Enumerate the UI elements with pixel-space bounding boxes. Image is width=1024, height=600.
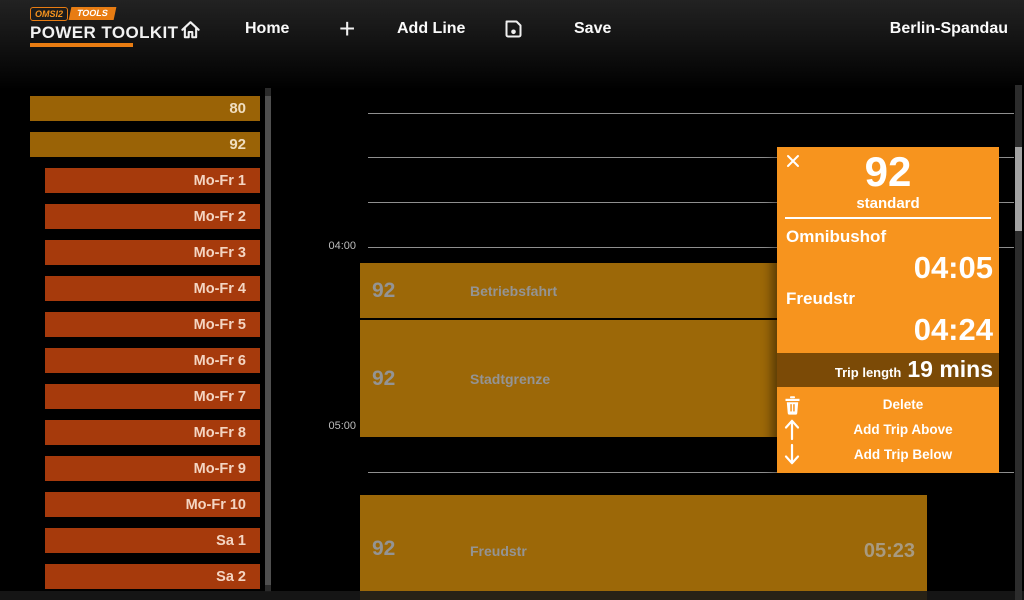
trip-destination: Freudstr	[470, 543, 527, 559]
delete-trip-button[interactable]: Delete	[777, 392, 999, 417]
home-button[interactable]: Home	[245, 20, 290, 37]
sidebar-route-92[interactable]: 92	[30, 132, 260, 157]
trip-line-number: 92	[372, 537, 396, 560]
trip-destination: Stadtgrenze	[470, 370, 551, 387]
popup-divider	[785, 217, 991, 219]
save-icon[interactable]	[502, 0, 524, 58]
sidebar-scrollbar-thumb[interactable]	[265, 96, 271, 585]
gridline	[368, 157, 1014, 158]
save-button[interactable]: Save	[574, 20, 612, 37]
sidebar-tour-sa-1[interactable]: Sa 1	[45, 528, 260, 553]
trip-departure-time: 05:23	[863, 540, 915, 562]
logo-underline	[30, 43, 133, 47]
sidebar-tour-mo-fr-4[interactable]: Mo-Fr 4	[45, 276, 260, 301]
destination-stop-name: Freudstr	[786, 289, 855, 308]
map-name: Berlin-Spandau	[889, 20, 1008, 37]
app-logo: OMSI2 TOOLS POWER TOOLKIT	[30, 6, 178, 47]
origin-stop-name: Omnibushof	[786, 227, 887, 246]
tools-badge: TOOLS	[68, 7, 117, 20]
omsi-badge: OMSI2	[30, 6, 69, 21]
sidebar-tour-mo-fr-9[interactable]: Mo-Fr 9	[45, 456, 260, 481]
add-trip-below-button[interactable]: Add Trip Below	[777, 442, 999, 467]
sidebar-tour-mo-fr-1[interactable]: Mo-Fr 1	[45, 168, 260, 193]
trip-line-number: 92	[372, 366, 396, 390]
trip-freudstr[interactable]: 92 Freudstr 05:23	[360, 495, 927, 600]
window-scrollbar-thumb[interactable]	[1015, 147, 1022, 231]
popup-line-number: 92	[864, 148, 912, 195]
trip-length-band: Trip length 19 mins	[777, 353, 999, 387]
trash-icon	[777, 395, 807, 415]
gridline	[368, 113, 1014, 114]
sidebar-tour-mo-fr-5[interactable]: Mo-Fr 5	[45, 312, 260, 337]
add-trip-above-button[interactable]: Add Trip Above	[777, 417, 999, 442]
trip-length-label: Trip length	[834, 365, 902, 380]
add-trip-below-label: Add Trip Below	[853, 447, 953, 462]
trip-detail-popup: 92 standard Omnibushof 04:05 Freudstr 04…	[777, 147, 999, 473]
delete-trip-label: Delete	[882, 397, 924, 412]
hour-label-0400: 04:00	[328, 240, 356, 252]
sidebar-tour-mo-fr-2[interactable]: Mo-Fr 2	[45, 204, 260, 229]
plus-icon[interactable]: +	[339, 13, 356, 44]
gridline	[368, 247, 1014, 248]
add-trip-above-label: Add Trip Above	[853, 422, 953, 437]
arrow-up-icon	[777, 418, 807, 441]
window-scrollbar-track[interactable]	[1015, 85, 1022, 600]
bottom-edge-strip	[0, 591, 1024, 600]
sidebar-tour-mo-fr-10[interactable]: Mo-Fr 10	[45, 492, 260, 517]
close-icon[interactable]	[785, 153, 803, 171]
origin-departure-time[interactable]: 04:05	[913, 250, 993, 285]
sidebar-tour-mo-fr-7[interactable]: Mo-Fr 7	[45, 384, 260, 409]
arrow-down-icon	[777, 443, 807, 466]
popup-actions: Delete Add Trip Above Add Trip Below	[777, 392, 999, 467]
sidebar-tour-mo-fr-6[interactable]: Mo-Fr 6	[45, 348, 260, 373]
hour-label-0500: 05:00	[328, 420, 356, 432]
home-icon[interactable]	[179, 0, 202, 58]
trip-line-number: 92	[372, 278, 396, 302]
gridline	[368, 472, 1014, 473]
sidebar-tour-sa-2[interactable]: Sa 2	[45, 564, 260, 589]
add-line-button[interactable]: Add Line	[397, 20, 466, 37]
sidebar-tour-mo-fr-3[interactable]: Mo-Fr 3	[45, 240, 260, 265]
top-bar: OMSI2 TOOLS POWER TOOLKIT Home + Add Lin…	[0, 0, 1024, 90]
sidebar-tour-mo-fr-8[interactable]: Mo-Fr 8	[45, 420, 260, 445]
gridline	[368, 202, 1014, 203]
sidebar-route-80[interactable]: 80	[30, 96, 260, 121]
popup-service-type: standard	[856, 195, 920, 212]
trip-destination: Betriebsfahrt	[470, 282, 558, 299]
destination-arrival-time[interactable]: 04:24	[913, 312, 993, 347]
app-title: POWER TOOLKIT	[30, 23, 179, 42]
trip-length-value: 19 mins	[907, 356, 993, 382]
